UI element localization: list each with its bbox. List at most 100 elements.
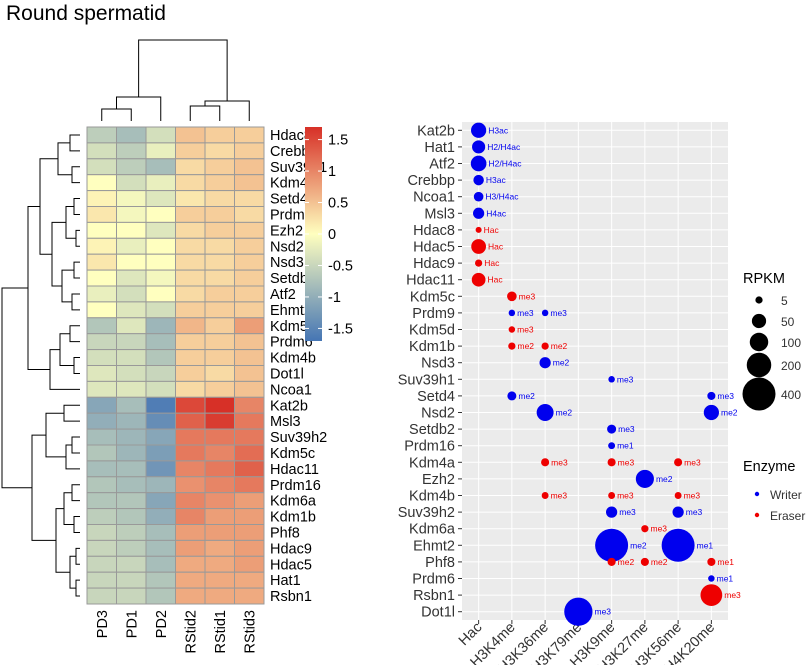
dendrogram-branch bbox=[63, 404, 80, 422]
dotplot-point-label: me2 bbox=[721, 408, 738, 418]
dotplot-point-label: me3 bbox=[684, 491, 701, 501]
heatmap-cell bbox=[234, 158, 265, 176]
dendrogram-branch bbox=[71, 484, 80, 502]
heatmap-cell bbox=[204, 190, 235, 208]
heatmap-cell bbox=[145, 396, 176, 414]
heatmap-cell bbox=[86, 412, 117, 430]
dotplot-point bbox=[607, 557, 616, 566]
heatmap-cell bbox=[204, 428, 235, 446]
heatmap-cell bbox=[86, 221, 117, 239]
dendrogram-branch bbox=[204, 100, 250, 121]
dotplot-y-tick-label: Kdm6a bbox=[409, 522, 456, 538]
dendrogram-branch bbox=[45, 412, 66, 458]
heatmap-cell bbox=[86, 126, 117, 144]
heatmap-cells bbox=[86, 126, 265, 605]
heatmap-cell bbox=[116, 365, 147, 382]
dotplot-point-label: H3ac bbox=[486, 175, 507, 185]
rpkm-legend-dot bbox=[742, 377, 776, 411]
dotplot-point bbox=[661, 528, 695, 562]
heatmap-cell bbox=[204, 126, 235, 144]
heatmap-cell bbox=[145, 269, 176, 287]
heatmap-cell bbox=[116, 571, 147, 589]
dotplot-point-label: me3 bbox=[551, 457, 568, 467]
rpkm-legend-label: 50 bbox=[781, 315, 795, 329]
colorbar-tick-label: -0.5 bbox=[328, 258, 353, 274]
heatmap-cell bbox=[234, 412, 265, 430]
heatmap-cell bbox=[234, 126, 265, 144]
dotplot-y-tick-label: Dot1l bbox=[421, 605, 455, 621]
dotplot-point bbox=[541, 342, 549, 350]
heatmap-cell bbox=[145, 428, 176, 446]
dotplot-point bbox=[674, 492, 682, 499]
dotplot-point bbox=[640, 557, 649, 566]
dotplot-y-tick-label: Suv39h1 bbox=[398, 372, 455, 388]
heatmap-cell bbox=[145, 508, 176, 526]
heatmap-cell bbox=[175, 555, 206, 573]
dotplot-point-label: me3 bbox=[650, 524, 667, 534]
heatmap-cell bbox=[234, 190, 265, 208]
heatmap-cell bbox=[175, 587, 206, 605]
dotplot-point bbox=[703, 404, 719, 421]
heatmap-cell bbox=[86, 253, 117, 271]
dendrogram-branch bbox=[189, 105, 221, 121]
heatmap-cell bbox=[175, 221, 206, 239]
dotplot-point-label: me3 bbox=[619, 507, 636, 517]
dotplot-point-label: me3 bbox=[617, 491, 634, 501]
heatmap-cell bbox=[175, 524, 206, 541]
dotplot-point-label: Hac bbox=[488, 242, 504, 252]
dotplot-point bbox=[607, 424, 617, 434]
heatmap-cell bbox=[116, 412, 147, 430]
dendrogram-branch bbox=[69, 555, 76, 589]
heatmap-row-label: Hdac5 bbox=[270, 557, 312, 573]
heatmap-cell bbox=[86, 206, 117, 223]
heatmap-cell bbox=[145, 301, 176, 319]
dotplot-y-tick-label: Ncoa1 bbox=[413, 190, 455, 206]
dotplot-point bbox=[635, 469, 654, 488]
dendrogram-branch bbox=[73, 198, 80, 215]
dotplot-point-label: me1 bbox=[717, 557, 734, 567]
heatmap-cell bbox=[175, 492, 206, 510]
rpkm-legend-title: RPKM bbox=[743, 271, 785, 287]
dendrogram-branch bbox=[65, 444, 80, 470]
heatmap-cell bbox=[116, 190, 147, 208]
dotplot-point bbox=[541, 309, 549, 317]
heatmap-row-label: Ncoa1 bbox=[270, 382, 312, 398]
heatmap-row-label: Nsd3 bbox=[270, 255, 304, 271]
dotplot-y-tick-label: Kdm4b bbox=[409, 489, 455, 505]
dotplot-y-tick-label: Kat2b bbox=[417, 123, 455, 139]
heatmap-cell bbox=[234, 365, 265, 382]
heatmap-cell bbox=[175, 174, 206, 192]
dendrogram-branch bbox=[73, 516, 80, 533]
dotplot-y-tick-label: Kdm5c bbox=[410, 289, 455, 305]
dotplot-point bbox=[607, 458, 616, 467]
heatmap-cell bbox=[204, 221, 235, 239]
rpkm-legend-label: 100 bbox=[781, 336, 801, 350]
heatmap-cell bbox=[204, 508, 235, 526]
dotplot-y-tick-label: Hdac11 bbox=[406, 273, 455, 289]
heatmap-cell bbox=[145, 142, 176, 160]
dotplot-point bbox=[564, 597, 593, 626]
heatmap-cell bbox=[175, 237, 206, 255]
enzyme-legend-dot bbox=[754, 491, 760, 497]
heatmap-colorbar: 1.5 1 0.5 0 -0.5 -1 -1.5 bbox=[305, 127, 353, 341]
heatmap-cell bbox=[234, 349, 265, 367]
heatmap-cell bbox=[116, 539, 147, 557]
heatmap-cell bbox=[175, 539, 206, 557]
heatmap-cell bbox=[175, 253, 206, 271]
heatmap-cell bbox=[145, 524, 176, 541]
enzyme-legend-dot bbox=[754, 512, 760, 518]
heatmap-row-label: Nsd2 bbox=[270, 239, 304, 255]
heatmap-cell bbox=[204, 349, 235, 367]
dotplot-point-label: me2 bbox=[553, 358, 570, 368]
dotplot-point-label: me2 bbox=[618, 557, 635, 567]
heatmap-cell bbox=[86, 174, 117, 192]
dotplot-y-tick-label: Setd4 bbox=[417, 389, 455, 405]
dotplot-point-label: me3 bbox=[551, 491, 568, 501]
dotplot-point bbox=[541, 492, 549, 499]
heatmap-row-label: Hat1 bbox=[270, 573, 301, 589]
dotplot-point bbox=[608, 442, 616, 450]
dotplot-point bbox=[473, 207, 485, 219]
heatmap-cell bbox=[175, 126, 206, 144]
dendrogram-branch bbox=[69, 325, 80, 343]
heatmap-row-label: Kdm6a bbox=[270, 494, 317, 510]
